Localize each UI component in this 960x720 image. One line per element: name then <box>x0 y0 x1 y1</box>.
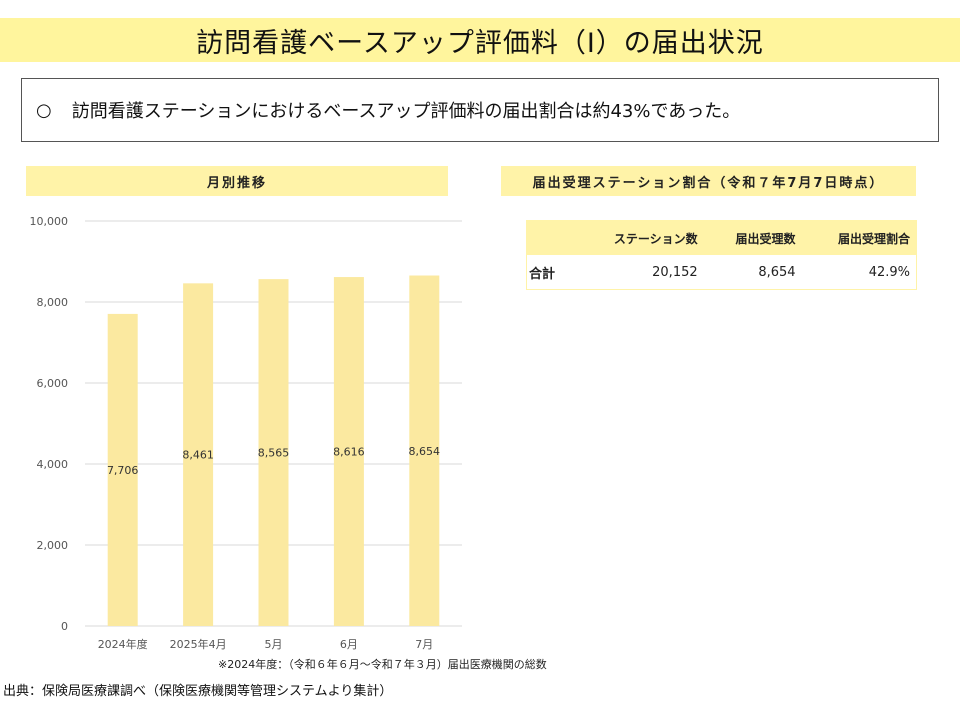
x-tick-label: 2025年4月 <box>170 637 227 651</box>
source-note: 出典：保険局医療課調べ（保険医療機関等管理システムより集計） <box>3 684 393 699</box>
x-tick-label: 5月 <box>265 638 283 651</box>
bar-value-label: 7,706 <box>107 464 139 477</box>
bar-value-label: 8,565 <box>258 447 290 460</box>
bar <box>183 283 214 626</box>
y-tick-label: 0 <box>61 620 68 633</box>
table-header-ratio: 届出受理割合 <box>801 220 917 255</box>
summary-bullet: ○ <box>36 99 52 121</box>
chart-section-title: 月別推移 <box>206 175 267 191</box>
y-tick-label: 10,000 <box>30 215 69 228</box>
y-tick-label: 4,000 <box>37 458 69 471</box>
summary-text: 訪問看護ステーションにおけるベースアップ評価料の届出割合は約43%であった。 <box>71 101 741 122</box>
table-header-stations: ステーション数 <box>573 220 704 255</box>
x-tick-label: 2024年度 <box>98 637 148 651</box>
table-section-title: 届出受理ステーション割合（令和７年7月7日時点） <box>532 175 885 191</box>
cell-accepted: 8,654 <box>758 264 796 280</box>
bar <box>409 275 440 626</box>
y-tick-label: 2,000 <box>37 539 69 552</box>
page-title: 訪問看護ベースアップ評価料（Ⅰ）の届出状況 <box>196 27 764 59</box>
bar-value-label: 8,654 <box>409 445 441 458</box>
title-band: 訪問看護ベースアップ評価料（Ⅰ）の届出状況 <box>0 18 960 62</box>
monthly-bar-chart: 0 2,000 4,000 6,000 8,000 10,000 7,706 2024年度 8,… <box>30 215 462 651</box>
footnote: ※2024年度：（令和６年６月～令和７年３月）届出医療機関の総数 <box>218 658 547 671</box>
bar <box>107 313 138 626</box>
chart-section-header: 月別推移 <box>26 166 448 196</box>
cell-ratio: 42.9% <box>868 264 910 280</box>
x-tick-label: 7月 <box>415 638 433 651</box>
y-tick-label: 8,000 <box>37 296 69 309</box>
x-tick-label: 6月 <box>340 638 358 651</box>
row-label: 合計 <box>529 266 556 282</box>
table-header-row: ステーション数 届出受理数 届出受理割合 <box>526 220 917 255</box>
table-row: 合計 20,152 8,654 42.9% <box>527 255 917 290</box>
bar-value-label: 8,461 <box>182 449 214 462</box>
table-header-blank <box>526 220 574 255</box>
y-tick-label: 6,000 <box>37 377 69 390</box>
cell-stations: 20,152 <box>652 264 698 280</box>
bar-value-label: 8,616 <box>333 446 365 459</box>
table-section-header: 届出受理ステーション割合（令和７年7月7日時点） <box>501 166 916 196</box>
table-header-accepted: 届出受理数 <box>703 220 802 255</box>
bar <box>258 279 289 626</box>
bar <box>333 277 364 626</box>
summary-box: ○ 訪問看護ステーションにおけるベースアップ評価料の届出割合は約43%であった。 <box>21 78 939 142</box>
stations-table: ステーション数 届出受理数 届出受理割合 合計 20,152 8,654 42.… <box>526 220 917 290</box>
